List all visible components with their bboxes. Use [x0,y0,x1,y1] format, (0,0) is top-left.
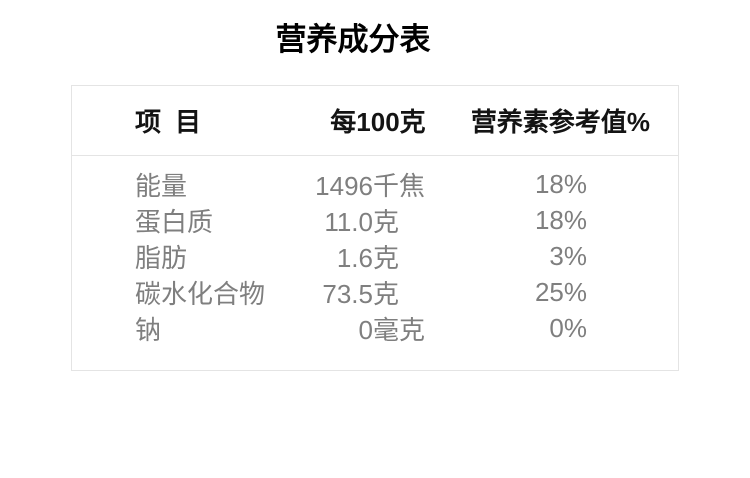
cell-amount: 1.6 克 [282,238,452,275]
header-nrv: 营养素参考值% [470,107,650,137]
cell-nrv: 18% [534,204,587,235]
cell-name: 能量 [135,170,188,201]
header-item: 项目 [135,107,216,137]
cell-name: 钠 [135,314,162,345]
cell-name: 蛋白质 [135,206,214,237]
cell-unit: 毫克 [373,314,426,345]
cell-nrv: 18% [534,168,587,199]
cell-value: 73.5 [322,278,373,309]
cell-nrv: 0% [549,312,587,343]
table-row-energy: 能量 1496 千焦 18% [72,166,678,202]
cell-value: 11.0 [324,206,373,237]
cell-amount: 0 毫克 [282,310,452,347]
cell-unit: 克 [373,242,400,273]
cell-value: 1.6 [336,242,373,273]
cell-unit: 千焦 [373,170,426,201]
cell-amount: 11.0 克 [282,202,452,239]
table-row-sodium: 钠 0 毫克 0% [72,310,678,346]
cell-amount: 1496 千焦 [282,166,452,203]
cell-nrv: 25% [534,276,587,307]
cell-value: 1496 [315,170,373,201]
page-title: 营养成分表 [275,22,431,57]
cell-unit: 克 [373,278,400,309]
table-row-protein: 蛋白质 11.0 克 18% [72,202,678,238]
cell-nrv: 3% [549,240,587,271]
cell-amount: 73.5 克 [282,274,452,311]
cell-value: 0 [358,314,373,345]
table-row-fat: 脂肪 1.6 克 3% [72,238,678,274]
header-per-100g: 每100克 [330,107,426,137]
nutrition-table: 项目 每100克 营养素参考值% 能量 1496 千焦 18% 蛋白质 11.0… [71,85,679,371]
cell-name: 碳水化合物 [135,278,266,309]
cell-unit: 克 [373,206,400,237]
table-header-row: 项目 每100克 营养素参考值% [72,86,678,156]
cell-name: 脂肪 [135,242,188,273]
table-row-carbohydrate: 碳水化合物 73.5 克 25% [72,274,678,310]
table-body: 能量 1496 千焦 18% 蛋白质 11.0 克 18% 脂肪 1.6 克 3… [72,156,678,370]
